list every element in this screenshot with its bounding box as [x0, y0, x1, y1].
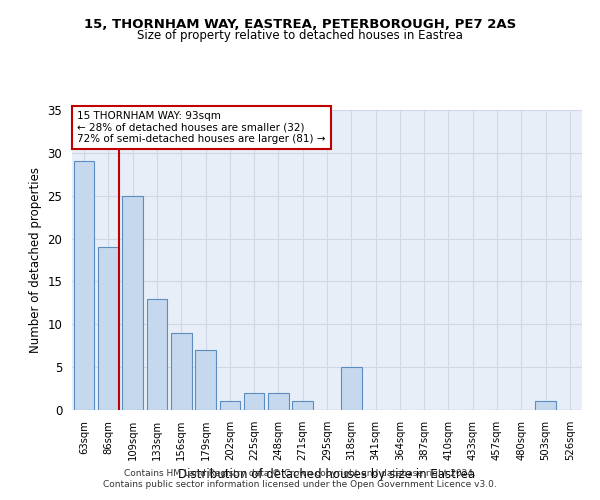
Bar	[195, 350, 216, 410]
Bar	[341, 367, 362, 410]
Bar	[98, 247, 119, 410]
Text: Contains HM Land Registry data © Crown copyright and database right 2024.: Contains HM Land Registry data © Crown c…	[124, 468, 476, 477]
Bar	[292, 402, 313, 410]
Bar	[220, 402, 240, 410]
Bar	[146, 298, 167, 410]
Bar	[74, 162, 94, 410]
X-axis label: Distribution of detached houses by size in Eastrea: Distribution of detached houses by size …	[178, 468, 476, 481]
Y-axis label: Number of detached properties: Number of detached properties	[29, 167, 42, 353]
Bar	[535, 402, 556, 410]
Text: Size of property relative to detached houses in Eastrea: Size of property relative to detached ho…	[137, 28, 463, 42]
Text: Contains public sector information licensed under the Open Government Licence v3: Contains public sector information licen…	[103, 480, 497, 489]
Bar	[122, 196, 143, 410]
Bar	[244, 393, 265, 410]
Text: 15, THORNHAM WAY, EASTREA, PETERBOROUGH, PE7 2AS: 15, THORNHAM WAY, EASTREA, PETERBOROUGH,…	[84, 18, 516, 30]
Bar	[268, 393, 289, 410]
Bar	[171, 333, 191, 410]
Text: 15 THORNHAM WAY: 93sqm
← 28% of detached houses are smaller (32)
72% of semi-det: 15 THORNHAM WAY: 93sqm ← 28% of detached…	[77, 111, 325, 144]
